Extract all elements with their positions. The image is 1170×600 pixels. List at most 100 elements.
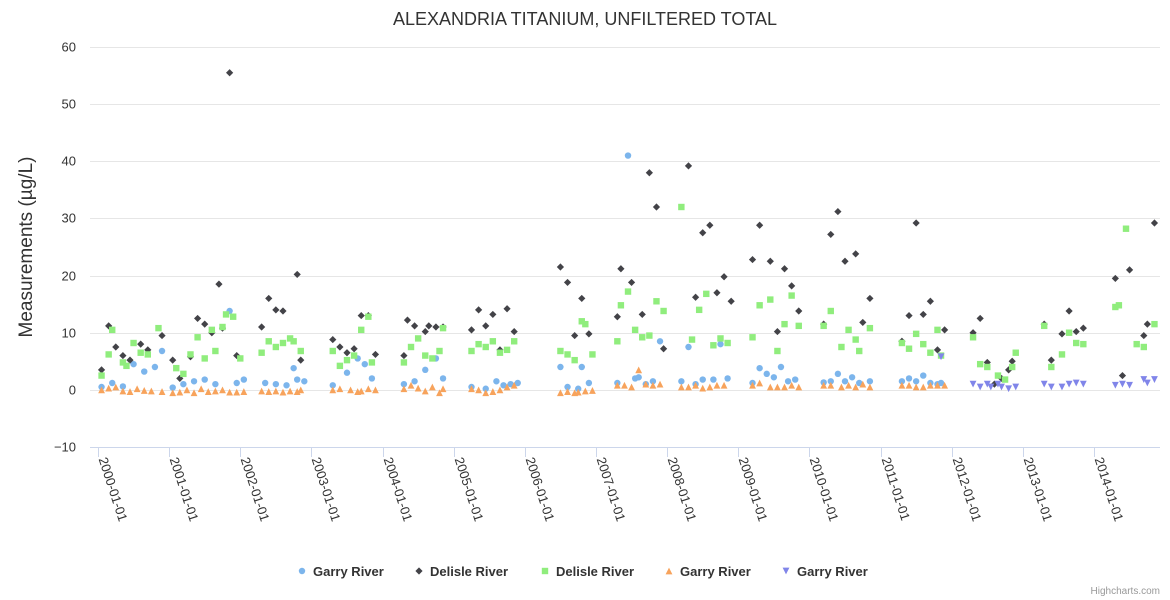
data-point[interactable] [290, 338, 297, 345]
data-point[interactable] [372, 386, 379, 394]
data-point[interactable] [848, 374, 856, 381]
data-point[interactable] [1058, 351, 1066, 358]
data-point[interactable] [204, 388, 212, 395]
data-point[interactable] [364, 385, 372, 393]
data-point[interactable] [905, 311, 913, 320]
data-point[interactable] [838, 383, 845, 391]
data-point[interactable] [557, 363, 564, 371]
data-point[interactable] [713, 381, 721, 389]
data-point[interactable] [482, 343, 489, 351]
data-point[interactable] [724, 375, 731, 382]
data-point[interactable] [215, 280, 223, 288]
data-point[interactable] [866, 378, 874, 385]
data-point[interactable] [994, 380, 1002, 388]
data-point[interactable] [1143, 379, 1151, 387]
data-point[interactable] [933, 346, 942, 354]
data-point[interactable] [119, 383, 127, 390]
data-point[interactable] [510, 338, 518, 345]
data-point[interactable] [429, 355, 436, 362]
data-point[interactable] [496, 349, 504, 356]
data-point[interactable] [756, 364, 763, 372]
data-point[interactable] [706, 221, 714, 229]
data-point[interactable] [211, 387, 219, 395]
data-point[interactable] [400, 380, 408, 388]
data-point[interactable] [357, 311, 365, 320]
data-point[interactable] [510, 381, 518, 389]
data-point[interactable] [119, 359, 127, 366]
data-point[interactable] [169, 356, 177, 364]
data-point[interactable] [748, 255, 757, 264]
data-point[interactable] [749, 381, 756, 389]
data-point[interactable] [279, 388, 287, 396]
data-point[interactable] [1008, 357, 1016, 365]
data-point[interactable] [180, 370, 187, 378]
legend-symbol[interactable] [665, 567, 673, 575]
data-point[interactable] [563, 278, 572, 287]
data-point[interactable] [795, 322, 802, 330]
data-point[interactable] [126, 356, 134, 364]
data-point[interactable] [226, 69, 234, 77]
data-point[interactable] [695, 306, 703, 314]
data-point[interactable] [652, 203, 661, 211]
data-point[interactable] [130, 339, 137, 347]
data-point[interactable] [98, 386, 105, 394]
data-point[interactable] [859, 380, 867, 388]
data-point[interactable] [1111, 274, 1119, 283]
data-point[interactable] [421, 387, 429, 395]
data-point[interactable] [920, 372, 927, 379]
data-point[interactable] [770, 374, 778, 381]
data-point[interactable] [617, 265, 625, 273]
data-point[interactable] [578, 318, 585, 325]
legend-item[interactable]: Delisle River [415, 564, 508, 579]
data-point[interactable] [692, 293, 700, 301]
data-point[interactable] [710, 342, 717, 349]
data-point[interactable] [834, 207, 842, 216]
data-point[interactable] [368, 359, 376, 366]
data-point[interactable] [155, 324, 162, 332]
data-point[interactable] [788, 381, 796, 389]
data-point[interactable] [410, 322, 419, 330]
data-point[interactable] [514, 379, 521, 387]
data-point[interactable] [294, 376, 301, 383]
data-point[interactable] [212, 380, 219, 388]
data-point[interactable] [653, 298, 660, 305]
data-point[interactable] [233, 379, 240, 387]
data-point[interactable] [1080, 340, 1087, 348]
data-point[interactable] [158, 347, 166, 355]
data-point[interactable] [614, 338, 621, 345]
data-point[interactable] [621, 381, 628, 389]
data-point[interactable] [194, 314, 202, 323]
data-point[interactable] [187, 351, 194, 358]
data-point[interactable] [684, 162, 693, 170]
data-point[interactable] [727, 297, 735, 305]
data-point[interactable] [151, 363, 159, 371]
data-point[interactable] [475, 340, 482, 348]
data-point[interactable] [699, 376, 706, 383]
data-point[interactable] [656, 338, 664, 345]
data-point[interactable] [627, 278, 636, 287]
data-point[interactable] [208, 326, 216, 334]
data-point[interactable] [905, 345, 913, 352]
data-point[interactable] [766, 383, 774, 391]
data-point[interactable] [500, 382, 507, 389]
data-point[interactable] [1072, 379, 1080, 387]
data-point[interactable] [678, 203, 685, 211]
data-point[interactable] [937, 353, 945, 361]
data-point[interactable] [581, 387, 589, 395]
data-point[interactable] [421, 327, 429, 336]
data-point[interactable] [1133, 340, 1140, 348]
data-point[interactable] [827, 381, 835, 389]
data-point[interactable] [827, 378, 834, 385]
data-point[interactable] [197, 385, 205, 393]
data-point[interactable] [564, 383, 571, 391]
data-point[interactable] [301, 378, 308, 385]
data-point[interactable] [439, 324, 447, 332]
data-point[interactable] [976, 314, 984, 323]
data-point[interactable] [190, 389, 198, 397]
data-point[interactable] [503, 305, 511, 313]
data-point[interactable] [482, 322, 490, 330]
data-point[interactable] [575, 385, 582, 392]
data-point[interactable] [400, 385, 408, 393]
data-point[interactable] [123, 362, 130, 370]
data-point[interactable] [852, 250, 860, 258]
